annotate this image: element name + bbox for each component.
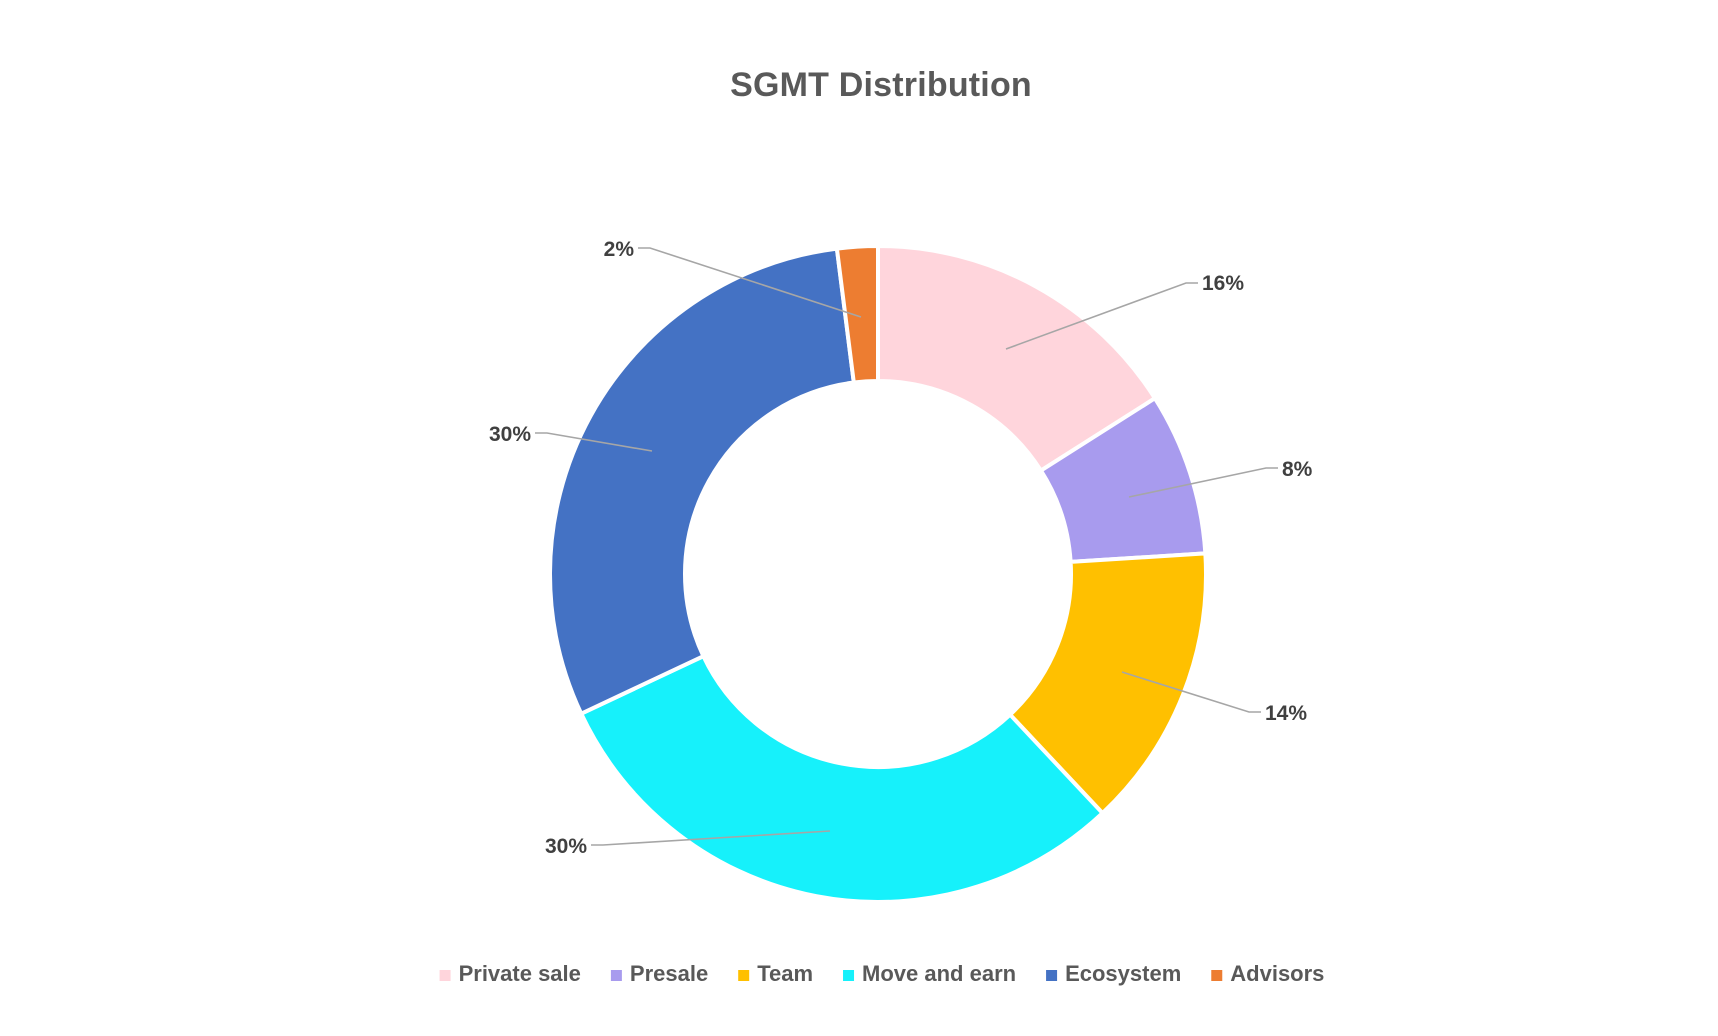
legend-swatch-advisors	[1211, 970, 1223, 981]
legend-swatch-presale	[610, 970, 622, 981]
legend: Private sale Presale Team Move and earn Ecos…	[439, 961, 1324, 986]
leader-line-private-sale	[1005, 282, 1198, 350]
slices-group	[548, 244, 1208, 904]
legend-label-advisors: Advisors	[1230, 961, 1324, 986]
legend-label-team: Team	[757, 961, 813, 986]
leader-line-move-and-earn	[591, 830, 831, 846]
slice-private-sale	[876, 244, 1157, 473]
leader-lines-group	[535, 247, 1278, 846]
slice-ecosystem	[548, 246, 856, 716]
data-labels-group: 16% 8% 14% 30% 30% 2%	[489, 238, 1313, 858]
data-label-advisors: 2%	[604, 238, 635, 261]
legend-label-private-sale: Private sale	[459, 961, 581, 986]
leader-line-team	[1121, 671, 1261, 713]
slice-advisors	[834, 244, 880, 385]
data-label-team: 14%	[1265, 702, 1307, 725]
data-label-ecosystem: 30%	[489, 423, 531, 446]
legend-label-move-and-earn: Move and earn	[862, 961, 1016, 986]
leader-line-ecosystem	[535, 432, 653, 452]
data-label-private-sale: 16%	[1202, 272, 1244, 295]
data-label-move-and-earn: 30%	[545, 835, 587, 858]
legend-swatch-team	[738, 970, 750, 981]
chart-title: SGMT Distribution	[730, 66, 1032, 104]
legend-swatch-move-and-earn	[843, 970, 855, 981]
leader-line-presale	[1128, 467, 1278, 498]
legend-swatch-private-sale	[439, 970, 451, 981]
legend-swatch-ecosystem	[1046, 970, 1058, 981]
data-label-presale: 8%	[1282, 458, 1313, 481]
slice-move-and-earn	[579, 654, 1105, 904]
legend-label-ecosystem: Ecosystem	[1065, 961, 1181, 986]
legend-label-presale: Presale	[630, 961, 708, 986]
slice-team	[1008, 551, 1208, 816]
leader-line-advisors	[638, 247, 862, 318]
